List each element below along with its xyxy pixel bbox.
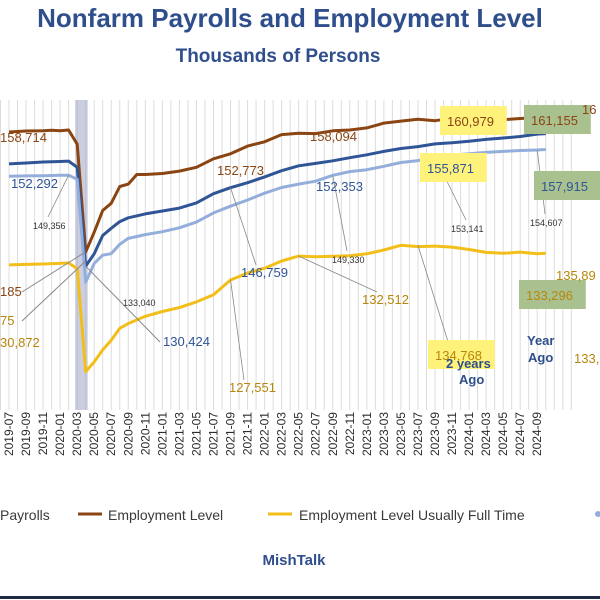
x-tick-label: 2024-01 [462,412,476,456]
x-tick-label: 2023-01 [360,412,374,456]
annotation-ago: Ago [459,372,484,387]
chart-title: Nonfarm Payrolls and Employment Level [37,3,543,33]
x-tick-label: 2023-03 [377,412,391,456]
value-label-134-768: 134,768 [435,348,482,363]
value-label-133: 133, [574,351,599,366]
x-tick-label: 2020-07 [104,412,118,456]
value-label-160-979: 160,979 [447,114,494,129]
x-tick-label: 2024-05 [496,412,510,456]
chart-subtitle: Thousands of Persons [176,46,381,67]
value-label-146-759: 146,759 [241,265,288,280]
leader-line [298,255,378,293]
value-label-158-714: 158,714 [0,130,47,145]
value-label-158-094: 158,094 [310,129,357,144]
x-tick-label: 2020-11 [138,412,152,455]
x-tick-label: 2020-09 [121,412,135,456]
value-highlight [420,153,487,182]
x-tick-label: 2024-03 [479,412,493,456]
x-tick-label: 2023-05 [394,412,408,456]
value-label-155-871: 155,871 [427,161,474,176]
leader-line [332,175,348,252]
leader-line [21,260,87,322]
x-tick-label: 2020-05 [87,412,101,456]
footer-source: MishTalk [262,552,326,569]
x-tick-label: 2019-07 [2,412,16,456]
x-tick-label: 2023-07 [411,412,425,456]
x-tick-label: 2022-09 [326,412,340,456]
annotation-ago: Ago [528,350,553,365]
legend-label-employment-level: Employment Level [108,507,223,523]
value-label-154-607: 154,607 [530,218,563,228]
value-label-152-353: 152,353 [316,179,363,194]
x-tick-label: 2021-03 [172,412,186,456]
legend-swatch-light-blue [595,511,600,517]
value-label-161-155: 161,155 [531,113,578,128]
leader-line [417,245,451,349]
value-highlight [534,171,600,200]
value-label-132-512: 132,512 [362,292,409,307]
x-tick-label: 2021-07 [206,412,220,456]
legend-label-nonfarm-payrolls: Payrolls [0,507,50,523]
value-highlight [428,340,495,369]
leader-line [47,175,69,218]
x-tick-label: 2021-01 [155,412,169,456]
value-label-75: 75 [0,313,14,328]
value-highlight [519,280,586,309]
x-tick-label: 2021-09 [224,412,238,456]
value-label-157-915: 157,915 [541,179,588,194]
x-tick-label: 2023-11 [445,412,459,455]
x-tick-label: 2023-09 [428,412,442,456]
value-label-149-330: 149,330 [332,255,365,265]
value-label-152-292: 152,292 [11,176,58,191]
x-tick-label: 2022-07 [309,412,323,456]
x-tick-label: 2024-09 [530,412,544,456]
x-tick-label: 2024-07 [513,412,527,456]
annotation-year: Year [527,333,554,348]
value-label-16: 16 [582,102,596,117]
value-label-149-356: 149,356 [33,221,66,231]
value-label-153-141: 153,141 [451,224,484,234]
legend-label-full-time: Employment Level Usually Full Time [299,507,525,523]
leader-line [21,251,86,293]
leader-line [230,279,245,381]
value-label-30-872: 30,872 [0,335,40,350]
value-highlight [524,105,591,134]
x-tick-label: 2019-11 [36,412,50,455]
label-layer: 158,714 152,292 149,356 185 75 30,872 133,040 1… [0,102,600,395]
value-highlight [440,106,507,135]
leader-line [230,187,257,266]
x-tick-label: 2021-05 [189,412,203,456]
value-label-152-773: 152,773 [217,163,264,178]
bottom-frame [0,596,600,599]
value-label-135-89: 135,89 [556,268,596,283]
x-tick-label: 2022-11 [343,412,357,455]
x-tick-label: 2022-01 [258,412,272,456]
series-line-full-time [8,243,546,374]
x-tick-label: 2022-03 [275,412,289,456]
legend: Payrolls Employment Level Employment Level… [0,507,600,523]
x-tick-label: 2020-03 [70,412,84,456]
x-tick-label: 2019-09 [19,412,33,456]
tick-layer: 2019-07 2019-09 2019-11 2020-01 2020-03 2020-… [2,412,544,456]
value-label-133-040: 133,040 [123,298,156,308]
x-tick-label: 2020-01 [53,412,67,456]
value-label-185: 185 [0,284,22,299]
x-tick-label: 2021-11 [241,412,255,455]
value-label-133-296: 133,296 [526,288,573,303]
x-tick-label: 2022-05 [292,412,306,456]
annotation-2-years: 2 years [446,356,491,371]
value-label-127-551: 127,551 [229,380,276,395]
leader-line [85,265,161,343]
value-label-130-424: 130,424 [163,334,210,349]
